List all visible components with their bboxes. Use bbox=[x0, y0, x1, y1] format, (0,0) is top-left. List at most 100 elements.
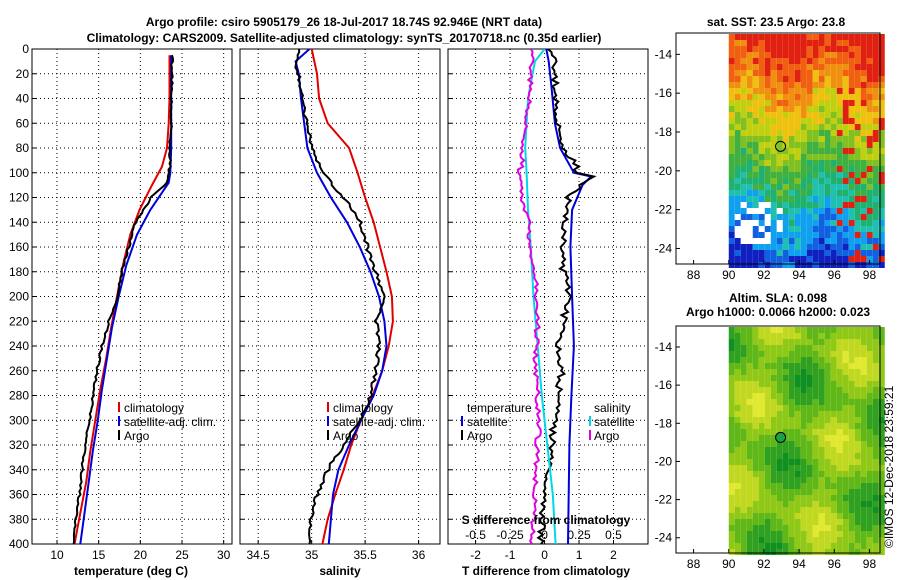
map-cell bbox=[830, 387, 837, 393]
map-cell bbox=[854, 178, 861, 184]
map-cell bbox=[734, 202, 741, 208]
map-cell bbox=[788, 142, 795, 148]
map-cell bbox=[860, 154, 867, 160]
map-cell bbox=[794, 387, 801, 393]
map-cell bbox=[812, 70, 819, 76]
map-cell bbox=[878, 375, 885, 381]
map-cell bbox=[788, 250, 795, 256]
map-cell bbox=[812, 507, 819, 513]
map-cell bbox=[860, 130, 867, 136]
map-cell bbox=[866, 441, 873, 447]
map-cell bbox=[746, 244, 753, 250]
map-cell bbox=[776, 250, 783, 256]
map-cell bbox=[752, 453, 759, 459]
map-cell bbox=[872, 387, 879, 393]
map-cell bbox=[740, 64, 747, 70]
map-cell bbox=[842, 543, 849, 549]
depth-tick-label: 300 bbox=[9, 413, 29, 427]
map-cell bbox=[734, 435, 741, 441]
map-cell bbox=[776, 190, 783, 196]
map-cell bbox=[848, 220, 855, 226]
map-cell bbox=[836, 58, 843, 64]
map-cell bbox=[824, 40, 831, 46]
map-cell bbox=[860, 447, 867, 453]
map-cell bbox=[746, 375, 753, 381]
map-cell bbox=[812, 489, 819, 495]
lat-tick-label: -22 bbox=[655, 203, 673, 217]
map-cell bbox=[878, 345, 885, 351]
map-cell bbox=[854, 435, 861, 441]
map-cell bbox=[824, 441, 831, 447]
header-line-2: Climatology: CARS2009. Satellite-adjuste… bbox=[87, 31, 602, 45]
map-cell bbox=[758, 531, 765, 537]
map-cell bbox=[854, 453, 861, 459]
map-cell bbox=[782, 441, 789, 447]
series-line-argo bbox=[72, 54, 175, 544]
map-cell bbox=[878, 459, 885, 465]
map-cell bbox=[746, 76, 753, 82]
map-cell bbox=[770, 417, 777, 423]
map-cell bbox=[728, 339, 735, 345]
temperature-legend: climatology satellite-adj. clim. Argo bbox=[118, 401, 216, 443]
map-cell bbox=[782, 393, 789, 399]
map-cell bbox=[782, 417, 789, 423]
map-cell bbox=[812, 381, 819, 387]
map-cell bbox=[866, 124, 873, 130]
map-cell bbox=[758, 136, 765, 142]
map-cell bbox=[842, 549, 849, 555]
map-cell bbox=[866, 495, 873, 501]
map-cell bbox=[758, 549, 765, 555]
map-cell bbox=[734, 531, 741, 537]
map-cell bbox=[842, 46, 849, 52]
map-cell bbox=[806, 351, 813, 357]
map-cell bbox=[830, 46, 837, 52]
map-cell bbox=[776, 393, 783, 399]
map-cell bbox=[752, 363, 759, 369]
map-cell bbox=[854, 238, 861, 244]
map-cell bbox=[866, 46, 873, 52]
map-cell bbox=[872, 262, 879, 268]
map-cell bbox=[752, 76, 759, 82]
map-cell bbox=[764, 387, 771, 393]
map-cell bbox=[836, 489, 843, 495]
map-cell bbox=[794, 184, 801, 190]
map-cell bbox=[872, 136, 879, 142]
map-cell bbox=[794, 34, 801, 40]
map-cell bbox=[788, 537, 795, 543]
map-cell bbox=[788, 124, 795, 130]
map-cell bbox=[806, 405, 813, 411]
map-cell bbox=[734, 190, 741, 196]
map-cell bbox=[860, 244, 867, 250]
map-cell bbox=[752, 232, 759, 238]
lon-tick-label: 88 bbox=[687, 268, 701, 282]
map-cell bbox=[770, 70, 777, 76]
map-cell bbox=[758, 453, 765, 459]
map-cell bbox=[776, 519, 783, 525]
map-cell bbox=[836, 519, 843, 525]
map-cell bbox=[776, 34, 783, 40]
map-cell bbox=[758, 327, 765, 333]
map-cell bbox=[854, 471, 861, 477]
map-cell bbox=[770, 124, 777, 130]
map-cell bbox=[872, 477, 879, 483]
map-cell bbox=[788, 447, 795, 453]
map-cell bbox=[788, 363, 795, 369]
map-cell bbox=[728, 106, 735, 112]
map-cell bbox=[800, 345, 807, 351]
map-cell bbox=[872, 124, 879, 130]
map-cell bbox=[842, 202, 849, 208]
map-cell bbox=[788, 40, 795, 46]
map-cell bbox=[734, 351, 741, 357]
map-cell bbox=[866, 351, 873, 357]
map-cell bbox=[848, 112, 855, 118]
map-cell bbox=[872, 178, 879, 184]
map-cell bbox=[746, 172, 753, 178]
map-cell bbox=[830, 543, 837, 549]
map-cell bbox=[824, 423, 831, 429]
map-cell bbox=[872, 226, 879, 232]
map-cell bbox=[794, 136, 801, 142]
map-cell bbox=[878, 256, 885, 262]
map-cell bbox=[842, 363, 849, 369]
map-cell bbox=[836, 525, 843, 531]
map-cell bbox=[812, 190, 819, 196]
